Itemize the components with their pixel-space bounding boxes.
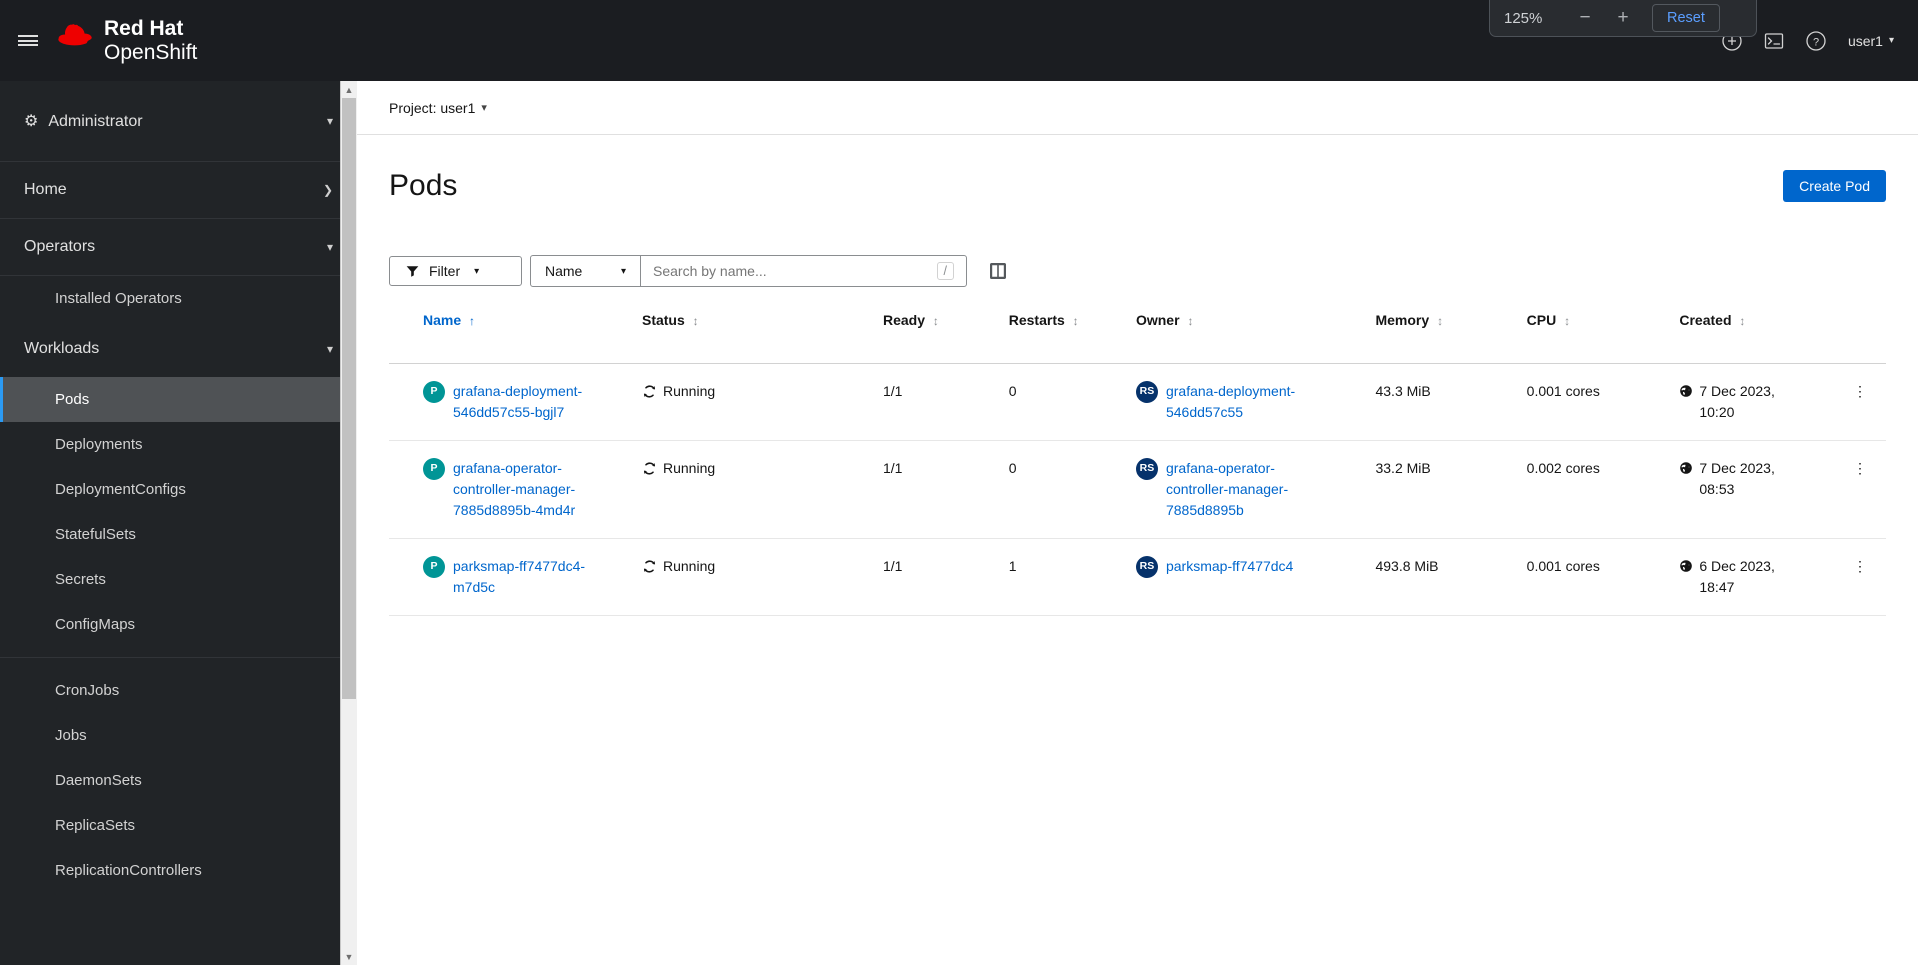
svg-text:?: ? (1813, 36, 1819, 48)
